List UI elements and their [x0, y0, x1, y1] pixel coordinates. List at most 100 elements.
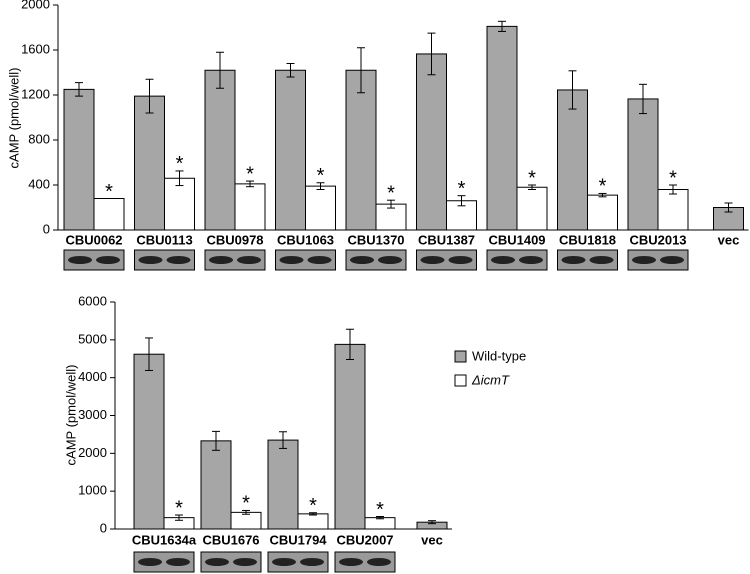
- error-bar: [387, 199, 395, 209]
- blot-frame: [267, 551, 329, 573]
- error-bar: [498, 20, 506, 32]
- significance-mark: *: [528, 167, 536, 189]
- legend-label: Wild-type: [472, 348, 526, 363]
- blot-band: [367, 558, 391, 566]
- error-bar: [316, 182, 325, 190]
- bar: [305, 185, 336, 231]
- bar: [234, 183, 266, 231]
- blot-band: [491, 256, 515, 264]
- western-blot: [627, 249, 689, 271]
- y-tick-label: 4000: [78, 369, 107, 384]
- blot-band: [632, 256, 656, 264]
- error-bar: [286, 63, 295, 78]
- blot-frame: [204, 249, 266, 271]
- blot-band: [96, 256, 120, 264]
- blot-frame: [334, 551, 396, 573]
- significance-mark: *: [242, 493, 250, 515]
- error-bar: [145, 337, 153, 371]
- western-blot: [345, 249, 407, 271]
- bar: [557, 89, 588, 231]
- x-tick-label: CBU2013: [629, 232, 686, 247]
- significance-mark: *: [458, 178, 466, 200]
- blot-band: [237, 256, 261, 264]
- x-tick-label: CBU1387: [418, 232, 475, 247]
- bar: [657, 189, 689, 231]
- y-tick-label: 6000: [78, 293, 107, 308]
- error-bar: [242, 509, 250, 515]
- y-axis-label: cAMP (pmol/well): [63, 365, 78, 466]
- x-tick-label: vec: [718, 232, 740, 247]
- bar: [204, 69, 236, 231]
- error-bar: [528, 184, 536, 190]
- significance-mark: *: [175, 497, 183, 519]
- blot-band: [420, 256, 445, 264]
- blot-band: [138, 558, 162, 566]
- x-tick-label: CBU0978: [206, 232, 263, 247]
- error-bar: [376, 516, 384, 520]
- y-tick-label: 1200: [21, 86, 50, 101]
- bar: [230, 511, 262, 530]
- error-bar: [216, 51, 224, 89]
- significance-mark: *: [387, 182, 395, 204]
- blot-frame: [275, 249, 336, 271]
- error-bar: [669, 184, 677, 195]
- error-bar: [639, 83, 647, 115]
- blot-band: [68, 256, 92, 264]
- bar: [134, 95, 165, 231]
- error-bar: [175, 514, 183, 521]
- blot-band: [448, 256, 473, 264]
- blot-frame: [486, 249, 548, 271]
- x-tick-label: CBU1676: [202, 532, 259, 547]
- blot-band: [519, 256, 543, 264]
- western-blot: [133, 551, 195, 573]
- y-tick-label: 2000: [21, 0, 50, 11]
- legend-swatch: [454, 350, 467, 363]
- blot-band: [138, 256, 163, 264]
- western-blot: [134, 249, 195, 271]
- blot-frame: [416, 249, 477, 271]
- error-bar: [246, 180, 254, 188]
- blot-band: [272, 558, 296, 566]
- significance-mark: *: [317, 165, 325, 187]
- y-tick-label: 1600: [21, 41, 50, 56]
- blot-band: [307, 256, 332, 264]
- error-bar: [357, 47, 365, 94]
- blot-frame: [200, 551, 262, 573]
- bar: [133, 353, 165, 530]
- x-tick-label: CBU1794: [269, 532, 327, 547]
- bar: [267, 439, 299, 530]
- blot-band: [233, 558, 257, 566]
- blot-band: [166, 256, 191, 264]
- western-blot: [275, 249, 336, 271]
- error-bar: [279, 431, 287, 449]
- significance-mark: *: [669, 167, 677, 189]
- blot-band: [378, 256, 402, 264]
- blot-band: [205, 558, 229, 566]
- error-bar: [309, 512, 317, 516]
- significance-mark: *: [376, 499, 384, 521]
- x-tick-label: CBU2007: [336, 532, 393, 547]
- significance-mark: *: [246, 163, 254, 185]
- significance-mark: *: [599, 176, 607, 198]
- error-bar: [145, 78, 154, 114]
- bar: [275, 69, 306, 231]
- bar: [200, 440, 232, 530]
- significance-mark: *: [309, 495, 317, 517]
- y-tick-label: 0: [100, 520, 107, 535]
- blot-frame: [134, 249, 195, 271]
- bar: [587, 194, 618, 231]
- x-tick-label: CBU1370: [347, 232, 404, 247]
- y-tick-label: 0: [43, 221, 50, 236]
- western-blot: [486, 249, 548, 271]
- error-bar: [598, 192, 607, 198]
- x-tick-label: CBU0113: [136, 232, 192, 247]
- western-blot: [200, 551, 262, 573]
- legend-label: ΔicmT: [471, 372, 510, 387]
- blot-frame: [557, 249, 618, 271]
- blot-band: [209, 256, 233, 264]
- x-tick-label: vec: [421, 532, 443, 547]
- y-tick-label: 3000: [78, 407, 107, 422]
- blot-band: [279, 256, 304, 264]
- x-tick-label: CBU1063: [277, 232, 334, 247]
